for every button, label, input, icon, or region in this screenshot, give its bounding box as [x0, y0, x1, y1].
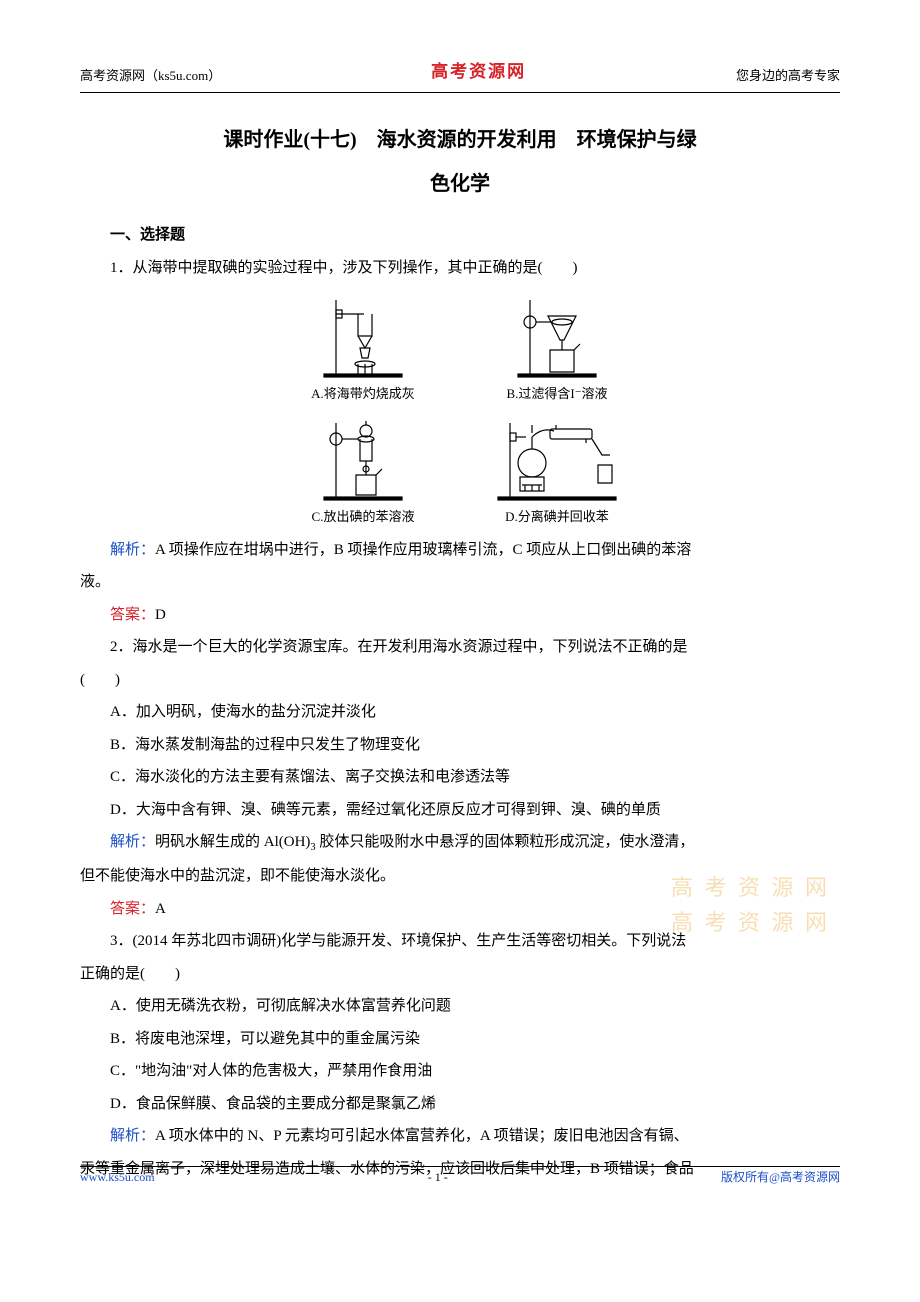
- q2-opt-a: A．加入明矾，使海水的盐分沉淀并淡化: [80, 698, 840, 727]
- q1-figure-block: A.将海带灼烧成灰 B.过滤得含I⁻溶液: [80, 290, 840, 529]
- fig-a: A.将海带灼烧成灰: [298, 290, 428, 407]
- q1-analysis-cont: 液。: [80, 568, 840, 597]
- fig-d-caption: D.分离碘并回收苯: [492, 505, 622, 530]
- q1-answer: 答案：D: [80, 601, 840, 630]
- q1-answer-text: D: [155, 607, 166, 623]
- q3-analysis1: 解析：A 项水体中的 N、P 元素均可引起水体富营养化，A 项错误；废旧电池因含…: [80, 1122, 840, 1151]
- fig-c-caption: C.放出碘的苯溶液: [298, 505, 428, 530]
- q1-stem: 1．从海带中提取碘的实验过程中，涉及下列操作，其中正确的是( ): [80, 254, 840, 283]
- analysis-label: 解析：: [110, 1128, 155, 1144]
- q2-analysis-t1: 明矾水解生成的 Al(OH): [155, 834, 310, 850]
- q2-opt-d: D．大海中含有钾、溴、碘等元素，需经过氧化还原反应才可得到钾、溴、碘的单质: [80, 796, 840, 825]
- q2-analysis-t3: 但不能使海水中的盐沉淀，即不能使海水淡化。: [80, 862, 840, 891]
- fig-d: D.分离碘并回收苯: [492, 413, 622, 530]
- q3-stem2: 正确的是( ): [80, 960, 840, 989]
- document-title-line2: 色化学: [80, 165, 840, 203]
- apparatus-c-icon: [298, 413, 428, 501]
- footer-right: 版权所有@高考资源网: [721, 1166, 840, 1189]
- q2-opt-c: C．海水淡化的方法主要有蒸馏法、离子交换法和电渗透法等: [80, 763, 840, 792]
- q3-opt-b: B．将废电池深埋，可以避免其中的重金属污染: [80, 1025, 840, 1054]
- analysis-label: 解析：: [110, 542, 155, 558]
- q3-stem1: 3．(2014 年苏北四市调研)化学与能源开发、环境保护、生产生活等密切相关。下…: [80, 927, 840, 956]
- q2-opt-b: B．海水蒸发制海盐的过程中只发生了物理变化: [80, 731, 840, 760]
- q1-analysis-text: A 项操作应在坩埚中进行，B 项操作应用玻璃棒引流，C 项应从上口倒出碘的苯溶: [155, 542, 691, 558]
- q2-stem2: ( ): [80, 666, 840, 695]
- q3-opt-c: C．"地沟油"对人体的危害极大，严禁用作食用油: [80, 1057, 840, 1086]
- analysis-label: 解析：: [110, 834, 155, 850]
- fig-b: B.过滤得含I⁻溶液: [492, 290, 622, 407]
- apparatus-b-icon: [492, 290, 622, 378]
- fig-b-caption: B.过滤得含I⁻溶液: [492, 382, 622, 407]
- page-footer: www.ks5u.com - 1 - 版权所有@高考资源网: [80, 1166, 840, 1189]
- fig-a-caption: A.将海带灼烧成灰: [298, 382, 428, 407]
- q2-answer: 答案：A: [80, 895, 840, 924]
- document-title-line1: 课时作业(十七) 海水资源的开发利用 环境保护与绿: [80, 121, 840, 159]
- footer-center: - 1 -: [428, 1166, 448, 1189]
- page-header: 高考资源网（ks5u.com） 高考资源网 您身边的高考专家: [80, 56, 840, 92]
- section-heading: 一、选择题: [80, 221, 840, 250]
- header-rule: [80, 92, 840, 93]
- q3-opt-d: D．食品保鲜膜、食品袋的主要成分都是聚氯乙烯: [80, 1090, 840, 1119]
- header-center: 高考资源网: [431, 56, 526, 88]
- header-right: 您身边的高考专家: [736, 64, 840, 89]
- q3-analysis-t1: A 项水体中的 N、P 元素均可引起水体富营养化，A 项错误；废旧电池因含有镉、: [155, 1128, 689, 1144]
- answer-label: 答案：: [110, 607, 155, 623]
- header-left: 高考资源网（ks5u.com）: [80, 64, 221, 89]
- q2-stem1: 2．海水是一个巨大的化学资源宝库。在开发利用海水资源过程中，下列说法不正确的是: [80, 633, 840, 662]
- q2-answer-text: A: [155, 901, 166, 917]
- q2-analysis-t2: 胶体只能吸附水中悬浮的固体颗粒形成沉淀，使水澄清，: [316, 834, 695, 850]
- fig-c: C.放出碘的苯溶液: [298, 413, 428, 530]
- q2-analysis: 解析：明矾水解生成的 Al(OH)3 胶体只能吸附水中悬浮的固体颗粒形成沉淀，使…: [80, 828, 840, 858]
- q1-analysis: 解析：A 项操作应在坩埚中进行，B 项操作应用玻璃棒引流，C 项应从上口倒出碘的…: [80, 536, 840, 565]
- apparatus-d-icon: [492, 413, 622, 501]
- answer-label: 答案：: [110, 901, 155, 917]
- footer-left: www.ks5u.com: [80, 1166, 155, 1189]
- apparatus-a-icon: [298, 290, 428, 378]
- q3-opt-a: A．使用无磷洗衣粉，可彻底解决水体富营养化问题: [80, 992, 840, 1021]
